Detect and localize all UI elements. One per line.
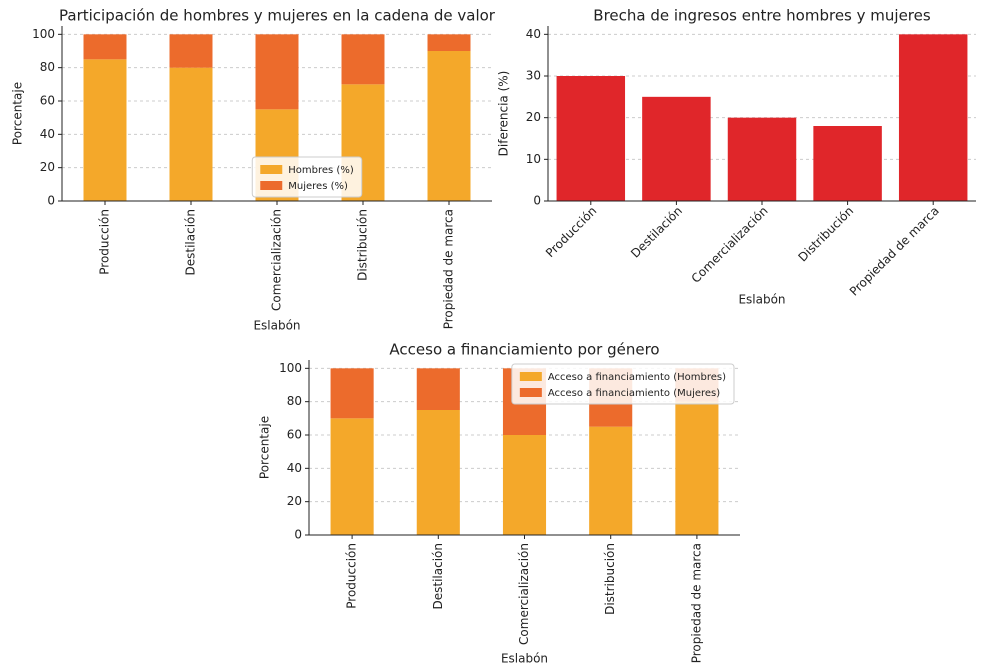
legend-label: Mujeres (%) bbox=[288, 181, 348, 192]
bar-segment bbox=[589, 426, 633, 535]
y-tick-label: 20 bbox=[40, 160, 55, 174]
x-tick-label: Propiedad de marca bbox=[847, 204, 942, 299]
x-axis-label: Eslabón bbox=[501, 652, 548, 665]
bar-segment bbox=[330, 418, 374, 535]
x-tick-label: Comercialización bbox=[517, 543, 531, 645]
bar-segment bbox=[330, 368, 374, 419]
chart-title: Participación de hombres y mujeres en la… bbox=[59, 7, 496, 25]
bar-segment bbox=[341, 34, 385, 85]
y-tick-label: 60 bbox=[40, 94, 55, 108]
x-axis-label: Eslabón bbox=[253, 319, 300, 333]
x-tick-label: Destilación bbox=[628, 204, 685, 261]
bar bbox=[898, 34, 968, 202]
legend-swatch bbox=[519, 388, 542, 397]
legend: Hombres (%) Mujeres (%) bbox=[251, 156, 363, 198]
bar-segment bbox=[83, 59, 127, 202]
x-tick-label: Producción bbox=[98, 209, 112, 275]
bar bbox=[556, 76, 626, 201]
y-tick-label: 0 bbox=[294, 528, 302, 542]
y-tick-label: 10 bbox=[526, 152, 541, 166]
bar-segment bbox=[502, 435, 547, 535]
legend-box bbox=[511, 363, 735, 405]
y-axis-label: Diferencia (%) bbox=[497, 71, 511, 157]
y-tick-label: 40 bbox=[287, 461, 302, 475]
bar-segment bbox=[255, 34, 299, 110]
y-tick-label: 80 bbox=[287, 394, 302, 408]
y-tick-label: 30 bbox=[526, 69, 541, 83]
y-tick-label: 40 bbox=[40, 127, 55, 141]
y-tick-label: 100 bbox=[32, 27, 55, 41]
legend-label: Hombres (%) bbox=[288, 165, 354, 176]
bar bbox=[813, 126, 882, 201]
x-tick-label: Comercialización bbox=[689, 204, 771, 286]
y-axis-label: Porcentaje bbox=[11, 82, 25, 145]
y-tick-label: 20 bbox=[526, 110, 541, 124]
y-tick-label: 60 bbox=[287, 428, 302, 442]
bar-segment bbox=[83, 34, 127, 60]
x-tick-label: Distribución bbox=[795, 204, 856, 265]
y-tick-label: 80 bbox=[40, 60, 55, 74]
bar-segment bbox=[169, 34, 213, 68]
legend-label: Acceso a financiamiento (Hombres) bbox=[548, 372, 726, 383]
y-tick-label: 40 bbox=[526, 27, 541, 41]
bar-segment bbox=[427, 34, 471, 51]
bar-segment bbox=[427, 51, 471, 201]
y-tick-label: 100 bbox=[279, 361, 302, 375]
legend: Acceso a financiamiento (Hombres) Acceso … bbox=[511, 363, 735, 405]
x-tick-label: Comercialización bbox=[270, 209, 284, 311]
legend-label: Acceso a financiamiento (Mujeres) bbox=[548, 388, 720, 399]
bar bbox=[727, 117, 797, 201]
chart-title: Brecha de ingresos entre hombres y mujer… bbox=[593, 7, 931, 25]
y-tick-label: 0 bbox=[533, 194, 541, 208]
chart-title: Acceso a financiamiento por género bbox=[389, 341, 659, 359]
y-axis-label: Porcentaje bbox=[258, 416, 272, 479]
legend-swatch bbox=[260, 165, 283, 174]
bar-segment bbox=[169, 67, 213, 202]
y-tick-label: 20 bbox=[287, 494, 302, 508]
x-tick-label: Distribución bbox=[603, 543, 617, 615]
x-tick-label: Producción bbox=[345, 543, 359, 609]
x-tick-label: Producción bbox=[543, 204, 599, 260]
x-tick-label: Propiedad de marca bbox=[442, 209, 456, 329]
legend-swatch bbox=[260, 181, 283, 190]
bar-segment bbox=[416, 368, 460, 410]
bar-segment bbox=[416, 410, 460, 535]
x-tick-label: Propiedad de marca bbox=[689, 543, 703, 663]
x-tick-label: Distribución bbox=[356, 209, 370, 281]
y-tick-label: 0 bbox=[47, 194, 55, 208]
bar-segment bbox=[675, 401, 719, 535]
legend-swatch bbox=[519, 372, 542, 381]
x-axis-label: Eslabón bbox=[738, 293, 785, 307]
bar bbox=[642, 96, 711, 201]
x-tick-label: Destilación bbox=[431, 543, 445, 609]
x-tick-label: Destilación bbox=[184, 209, 198, 275]
